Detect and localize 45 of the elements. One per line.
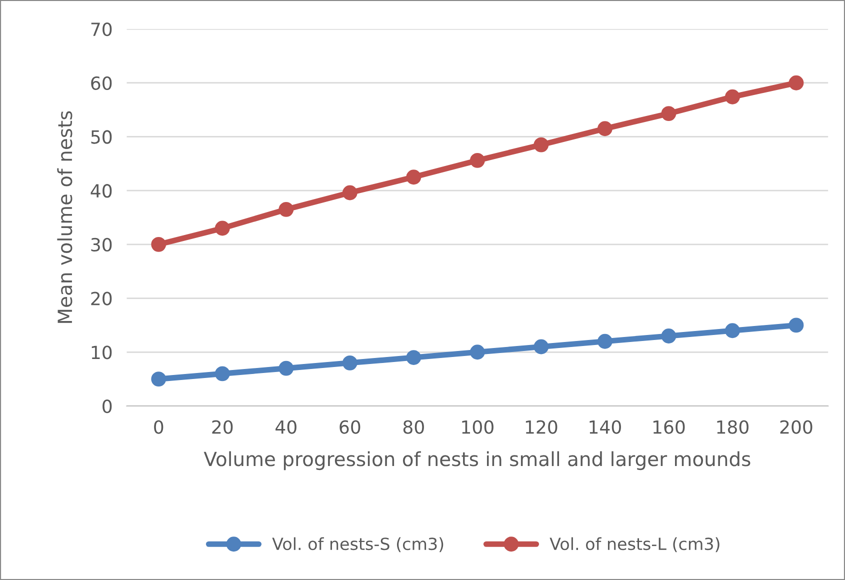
point — [151, 372, 166, 387]
point — [597, 121, 612, 136]
point — [534, 339, 549, 354]
x-tick-label: 60 — [340, 420, 360, 434]
point — [724, 89, 740, 104]
x-axis-title: Volume progression of nests in small and larger mounds — [204, 451, 750, 470]
y-tick-label: 70 — [91, 22, 112, 36]
x-tick-label: 160 — [653, 420, 685, 434]
y-tick-label: 20 — [91, 292, 112, 306]
legend-label: Vol. of nests-S (cm3) — [272, 537, 444, 552]
point — [214, 366, 230, 382]
point — [534, 137, 549, 152]
y-tick-label: 0 — [102, 399, 112, 414]
x-tick-label: 120 — [526, 420, 558, 434]
point — [788, 75, 804, 90]
x-tick-label: 100 — [462, 420, 494, 434]
x-tick-label: 40 — [276, 420, 296, 434]
point — [470, 344, 485, 360]
x-tick-label: 80 — [403, 420, 424, 434]
point — [661, 106, 676, 122]
point — [788, 318, 804, 333]
x-tick-label: 200 — [780, 420, 812, 434]
point — [342, 355, 358, 370]
y-tick-label: 30 — [91, 238, 112, 252]
point — [661, 328, 676, 344]
x-tick-label: 140 — [590, 420, 621, 434]
point — [406, 350, 422, 365]
legend-label: Vol. of nests-L (cm3) — [550, 537, 720, 552]
x-tick-label: 180 — [717, 420, 748, 434]
point — [278, 202, 294, 217]
y-tick-label: 50 — [91, 130, 112, 144]
x-tick-label: 20 — [212, 420, 233, 434]
y-tick-label: 40 — [90, 184, 112, 198]
point — [597, 334, 612, 349]
point — [151, 236, 166, 252]
point — [278, 360, 294, 376]
y-axis-title: Mean volume of nests — [57, 111, 72, 323]
point — [724, 323, 740, 338]
y-tick-label: 60 — [91, 76, 112, 90]
point — [406, 170, 422, 185]
point — [342, 185, 358, 200]
point — [470, 152, 485, 168]
y-tick-label: 10 — [92, 346, 112, 360]
point — [214, 220, 230, 236]
x-tick-label: 0 — [154, 420, 164, 434]
